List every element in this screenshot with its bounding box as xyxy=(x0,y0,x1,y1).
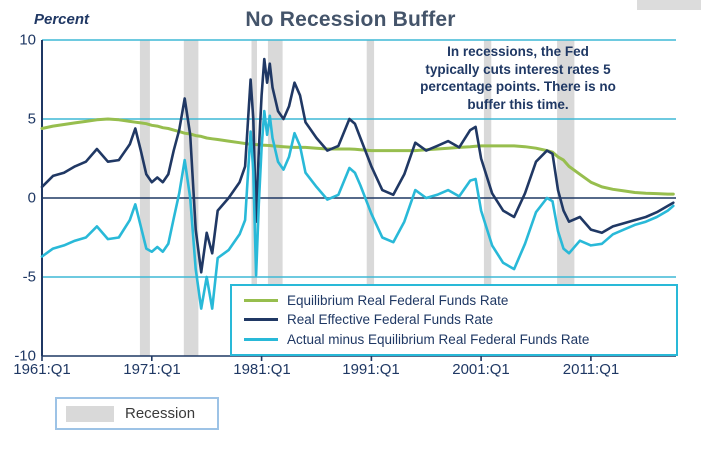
legend-label: Equilibrium Real Federal Funds Rate xyxy=(287,293,509,309)
y-tick-label-0: 0 xyxy=(27,189,36,207)
x-tick-label-2011: 2011:Q1 xyxy=(562,361,620,378)
legend-item-real-effective: Real Effective Federal Funds Rate xyxy=(244,312,664,327)
legend-label: Actual minus Equilibrium Real Federal Fu… xyxy=(287,331,590,347)
recession-swatch xyxy=(66,405,114,422)
legend-label: Real Effective Federal Funds Rate xyxy=(287,312,494,328)
legend-item-actual-minus-equilibrium: Actual minus Equilibrium Real Federal Fu… xyxy=(244,332,664,347)
recession-legend: Recession xyxy=(55,397,219,430)
x-tick-label-2001: 2001:Q1 xyxy=(452,361,510,378)
legend-line-sample-cyan xyxy=(244,337,278,341)
recession-label: Recession xyxy=(125,405,196,422)
window-edge-artifact xyxy=(637,0,701,10)
y-tick-label-5: 5 xyxy=(27,110,36,128)
legend-item-equilibrium: Equilibrium Real Federal Funds Rate xyxy=(244,293,664,308)
plot-area xyxy=(40,39,676,361)
y-axis-unit-label: Percent xyxy=(34,11,90,28)
legend-line-sample-navy xyxy=(244,318,278,322)
x-tick-label-1981: 1981:Q1 xyxy=(233,361,291,378)
y-tick-label-neg5: -5 xyxy=(22,268,36,286)
annotation-text: In recessions, the Fed typically cuts in… xyxy=(420,44,616,112)
chart-title: No Recession Buffer xyxy=(245,8,456,31)
y-tick-label-10: 10 xyxy=(19,31,36,49)
series-legend: Equilibrium Real Federal Funds Rate Real… xyxy=(230,284,678,356)
x-tick-label-1961: 1961:Q1 xyxy=(13,361,71,378)
x-tick-label-1971: 1971:Q1 xyxy=(123,361,181,378)
legend-line-sample-green xyxy=(244,299,278,303)
x-tick-label-1991: 1991:Q1 xyxy=(342,361,400,378)
y-tick-label-neg10: -10 xyxy=(14,347,36,365)
